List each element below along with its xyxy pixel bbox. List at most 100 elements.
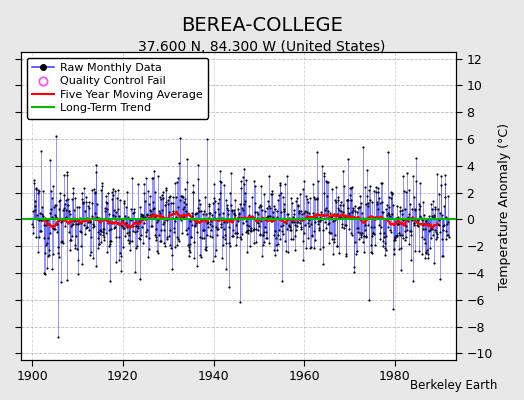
Point — [300, 210, 308, 216]
Point — [308, 232, 316, 238]
Point — [343, 156, 352, 162]
Point — [303, 196, 311, 202]
Point — [366, 197, 374, 203]
Point — [299, 257, 308, 263]
Point — [387, 189, 396, 195]
Point — [62, 169, 71, 175]
Point — [384, 210, 392, 216]
Point — [267, 191, 276, 198]
Point — [149, 199, 158, 205]
Point — [425, 213, 433, 219]
Y-axis label: Temperature Anomaly (°C): Temperature Anomaly (°C) — [498, 122, 511, 290]
Point — [196, 233, 204, 240]
Point — [262, 234, 270, 241]
Point — [432, 171, 441, 177]
Point — [296, 217, 304, 224]
Point — [377, 180, 385, 186]
Point — [282, 248, 291, 254]
Point — [340, 225, 348, 232]
Point — [164, 201, 172, 208]
Point — [255, 223, 264, 230]
Point — [228, 207, 236, 214]
Point — [65, 229, 73, 235]
Point — [208, 234, 216, 240]
Point — [441, 172, 449, 178]
Point — [433, 206, 442, 212]
Point — [94, 234, 103, 241]
Point — [136, 236, 144, 242]
Point — [128, 222, 136, 228]
Point — [270, 232, 278, 238]
Point — [429, 212, 438, 218]
Point — [169, 208, 178, 215]
Point — [107, 226, 115, 232]
Point — [335, 214, 344, 220]
Point — [362, 234, 370, 240]
Point — [31, 185, 40, 192]
Point — [378, 199, 386, 205]
Point — [347, 231, 356, 238]
Point — [350, 268, 358, 275]
Point — [367, 242, 375, 248]
Point — [405, 211, 413, 217]
Point — [132, 245, 140, 251]
Point — [145, 235, 153, 241]
Point — [179, 206, 187, 212]
Point — [136, 211, 145, 217]
Point — [124, 236, 132, 243]
Point — [117, 268, 125, 274]
Point — [178, 193, 187, 199]
Point — [230, 210, 238, 217]
Point — [353, 248, 361, 254]
Point — [185, 244, 193, 250]
Point — [287, 194, 296, 201]
Point — [391, 237, 399, 243]
Point — [231, 196, 239, 203]
Point — [179, 194, 188, 200]
Point — [138, 240, 147, 246]
Point — [202, 136, 211, 142]
Point — [323, 179, 331, 185]
Point — [261, 229, 270, 236]
Point — [206, 217, 215, 224]
Point — [213, 232, 222, 238]
Point — [353, 224, 361, 231]
Point — [294, 208, 303, 214]
Point — [246, 214, 255, 221]
Point — [178, 212, 187, 219]
Point — [409, 173, 417, 179]
Point — [443, 232, 451, 238]
Point — [305, 216, 313, 223]
Point — [300, 230, 308, 236]
Point — [243, 222, 252, 229]
Point — [32, 186, 40, 193]
Point — [397, 231, 406, 238]
Point — [220, 226, 228, 232]
Point — [232, 241, 241, 248]
Point — [433, 230, 441, 237]
Point — [70, 194, 79, 201]
Point — [325, 220, 333, 226]
Point — [418, 251, 426, 257]
Point — [92, 169, 100, 175]
Point — [161, 199, 170, 205]
Point — [83, 224, 92, 230]
Point — [186, 249, 194, 256]
Point — [177, 217, 185, 223]
Point — [144, 188, 152, 194]
Point — [379, 242, 387, 249]
Point — [334, 205, 342, 211]
Point — [328, 186, 336, 192]
Point — [405, 240, 413, 247]
Point — [288, 218, 296, 225]
Point — [328, 236, 336, 242]
Point — [230, 210, 238, 216]
Point — [165, 209, 173, 216]
Point — [348, 204, 357, 211]
Point — [283, 172, 292, 179]
Point — [112, 234, 121, 240]
Point — [205, 200, 214, 207]
Point — [283, 210, 291, 217]
Point — [95, 241, 103, 247]
Point — [56, 190, 64, 196]
